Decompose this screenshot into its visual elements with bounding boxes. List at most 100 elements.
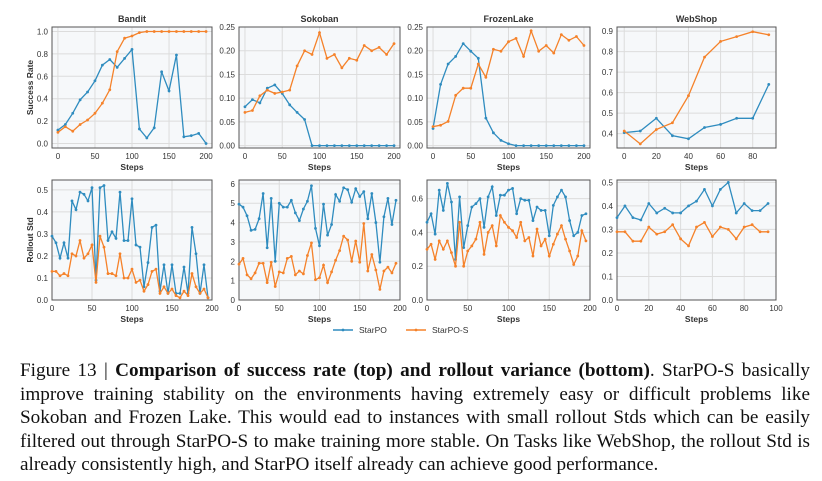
data-point [437, 239, 441, 243]
data-point [58, 256, 62, 260]
data-point [152, 126, 156, 130]
data-point [568, 249, 572, 253]
data-point [564, 237, 567, 241]
data-point [245, 273, 249, 277]
data-point [655, 232, 659, 236]
data-point [671, 223, 675, 227]
data-point [265, 281, 269, 284]
data-point [110, 272, 114, 275]
data-point [346, 238, 350, 242]
data-point [237, 202, 241, 206]
data-point [197, 30, 201, 33]
data-point [265, 88, 269, 92]
data-point [378, 260, 382, 264]
x-tick-label: 0 [615, 304, 620, 313]
data-point [190, 272, 194, 275]
data-point [78, 190, 82, 194]
data-point [575, 35, 578, 38]
y-tick-label: 0.0 [602, 296, 614, 305]
data-point [439, 83, 442, 86]
data-point [735, 116, 739, 120]
data-point [293, 211, 297, 215]
y-tick-label: 1.0 [37, 27, 49, 36]
data-point [437, 188, 441, 192]
x-tick-label: 200 [583, 304, 597, 313]
data-point [703, 55, 706, 59]
data-point [454, 264, 457, 268]
data-point [145, 136, 149, 140]
x-axis-label: Steps [308, 162, 331, 172]
data-point [62, 272, 66, 275]
data-point [462, 246, 466, 250]
data-point [160, 70, 164, 74]
data-point [162, 263, 166, 267]
data-point [277, 201, 281, 205]
data-point [370, 49, 374, 53]
data-point [273, 83, 277, 87]
x-tick-label: 80 [748, 152, 757, 161]
data-point [322, 263, 325, 267]
y-tick-label: 0.20 [219, 47, 235, 56]
data-point [318, 144, 321, 148]
x-tick-label: 40 [684, 152, 693, 161]
data-point [175, 30, 178, 33]
data-point [623, 230, 627, 234]
y-tick-label: 0.20 [407, 47, 423, 56]
plot-frame [238, 26, 401, 149]
data-point [78, 123, 82, 126]
data-point [490, 185, 494, 189]
data-point [186, 294, 190, 297]
data-point [138, 31, 141, 35]
data-point [326, 281, 329, 284]
x-tick-label: 100 [313, 304, 327, 313]
data-point [281, 271, 285, 275]
data-point [340, 144, 344, 148]
y-tick-label: 0.0 [37, 296, 49, 305]
data-point [623, 204, 627, 208]
data-point [466, 224, 470, 228]
series-line-starpo-s [238, 223, 397, 290]
data-point [564, 195, 567, 199]
data-point [567, 38, 571, 42]
data-point [289, 255, 293, 258]
data-point [130, 34, 134, 38]
data-point [482, 252, 486, 256]
data-point [70, 199, 74, 203]
subplot-7: 0 50 100 150 200 0.0 0.2 0.4 0.6 Steps [412, 179, 597, 324]
data-point [615, 230, 619, 234]
data-point [478, 197, 482, 200]
y-tick-label: 0.00 [219, 142, 235, 151]
y-tick-label: 0.5 [602, 109, 614, 118]
subplot-title: Bandit [118, 14, 146, 24]
data-point [522, 144, 525, 148]
y-tick-label: 0.15 [407, 70, 423, 79]
data-point [297, 219, 301, 223]
data-point [325, 56, 329, 60]
y-tick-label: 0.1 [602, 272, 614, 281]
data-point [476, 56, 480, 60]
data-point [288, 103, 292, 107]
data-point [100, 63, 104, 67]
data-point [333, 53, 336, 56]
data-point [687, 137, 690, 141]
data-point [178, 296, 182, 300]
y-tick-label: 0.4 [37, 208, 49, 217]
data-point [82, 256, 86, 260]
data-point [347, 56, 351, 60]
data-point [342, 234, 346, 238]
data-point [94, 280, 98, 284]
data-point [499, 139, 503, 142]
data-point [106, 239, 110, 242]
data-point [498, 193, 502, 197]
x-axis-label: Steps [308, 314, 331, 324]
x-axis-label: Steps [685, 162, 708, 172]
data-point [445, 239, 449, 243]
data-point [106, 272, 110, 275]
data-point [142, 289, 146, 293]
data-point [280, 90, 284, 94]
x-tick-label: 150 [540, 152, 554, 161]
data-point [110, 230, 114, 234]
data-point [98, 234, 102, 238]
data-point [56, 130, 60, 134]
data-point [507, 225, 510, 229]
